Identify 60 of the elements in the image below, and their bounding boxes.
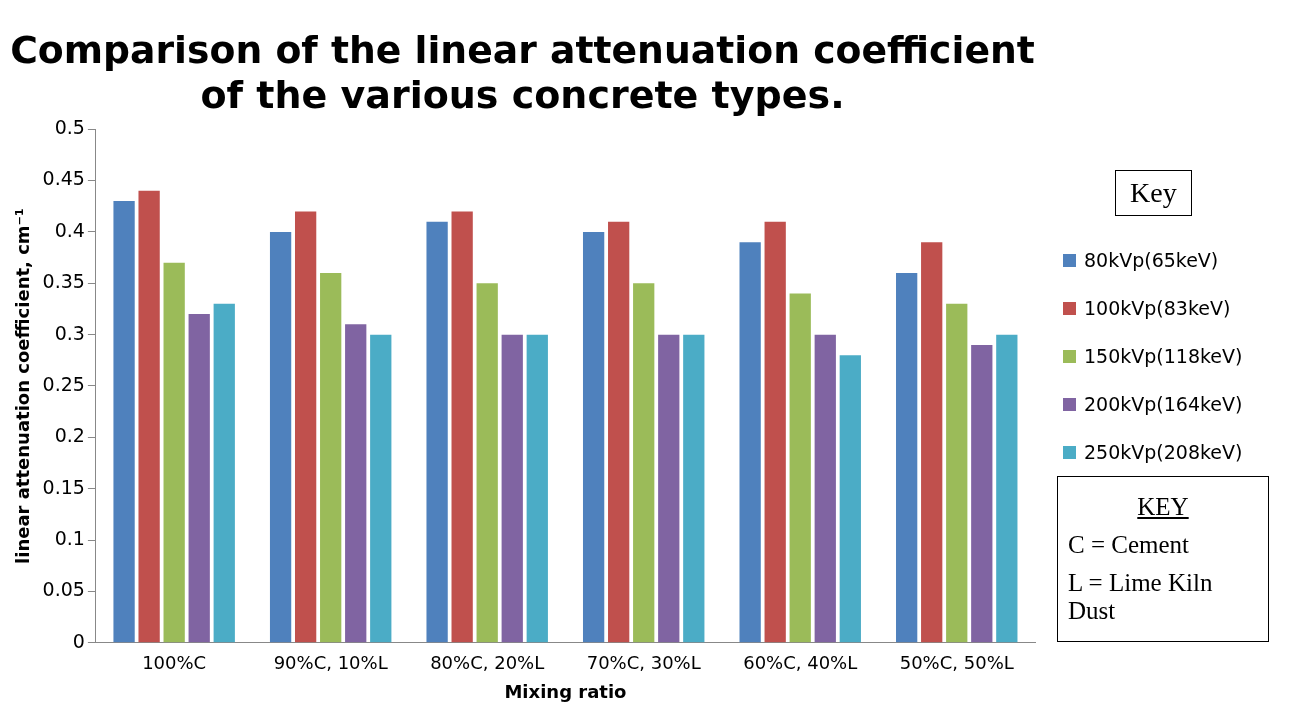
bar — [370, 334, 392, 643]
legend-label: 250kVp(208keV) — [1084, 441, 1243, 463]
legend-label: 80kVp(65keV) — [1084, 249, 1219, 271]
bar — [526, 334, 548, 643]
bar — [996, 334, 1018, 643]
bar — [113, 201, 135, 643]
bar — [476, 283, 498, 643]
bar — [764, 221, 786, 643]
bar — [633, 283, 655, 643]
text: Comparison of the linear attenuation coefficient — [10, 27, 1035, 72]
bar — [896, 273, 918, 643]
y-tick-label: 0.4 — [54, 218, 85, 241]
text: KEY — [1136, 493, 1190, 521]
bar — [814, 334, 836, 643]
legend-label: 150kVp(118keV) — [1084, 345, 1243, 367]
legend-label: 200kVp(164keV) — [1084, 393, 1243, 415]
bar — [163, 262, 185, 643]
bar — [451, 211, 473, 643]
bar — [789, 293, 811, 643]
bar — [320, 273, 342, 643]
y-tick-label: 0.2 — [54, 424, 85, 447]
y-tick-label: 0.45 — [42, 167, 85, 190]
bar — [269, 231, 292, 643]
x-tick-label: 60%C, 40%L — [743, 652, 858, 674]
x-tick-label: 80%C, 20%L — [430, 652, 545, 674]
text: of the various concrete types. — [200, 73, 845, 118]
x-tick-label: 50%C, 50%L — [899, 652, 1014, 674]
x-tick-label: 90%C, 10%L — [273, 652, 388, 674]
y-tick-label: 0.05 — [42, 578, 85, 601]
bar — [138, 190, 160, 643]
bar — [582, 231, 605, 643]
legend-label: 100kVp(83keV) — [1084, 297, 1231, 319]
y-tick-label: 0.25 — [42, 372, 85, 395]
x-axis-title: Mixing ratio — [504, 680, 627, 702]
bar — [608, 221, 630, 643]
y-axis-title: linear attenuation coefficient, cm⁻¹ — [12, 208, 34, 564]
x-tick-label: 100%C — [142, 652, 207, 674]
y-tick-label: 0 — [72, 629, 85, 652]
bar — [294, 211, 317, 643]
bar — [188, 314, 210, 643]
y-tick-label: 0.3 — [54, 321, 85, 344]
y-tick-label: 0.1 — [54, 527, 85, 550]
text: C = Cement — [1068, 531, 1191, 559]
y-tick-label: 0.35 — [42, 270, 85, 293]
bar — [971, 344, 993, 643]
bar — [501, 334, 523, 643]
bar — [921, 242, 943, 643]
bar — [426, 221, 448, 643]
legend-title: Key — [1115, 170, 1192, 216]
bar — [739, 242, 761, 643]
bar — [683, 334, 705, 643]
bar — [658, 334, 680, 643]
y-tick-label: 0.15 — [42, 475, 85, 498]
text: L = Lime Kiln Dust — [1068, 569, 1214, 625]
bar — [213, 303, 235, 643]
x-tick-label: 70%C, 30%L — [586, 652, 701, 674]
bar — [345, 324, 367, 643]
bar — [839, 355, 861, 643]
y-tick-label: 0.5 — [54, 116, 85, 139]
bar — [946, 303, 968, 643]
